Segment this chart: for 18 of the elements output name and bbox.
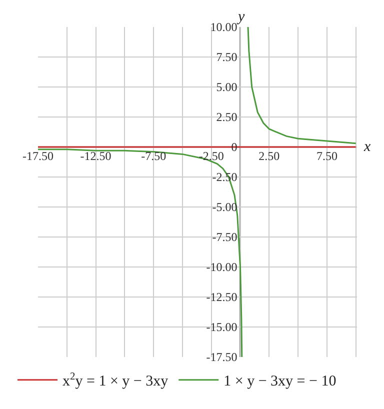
y-tick-label: -10.00 [206, 260, 238, 274]
y-tick-label: -17.50 [206, 350, 238, 364]
y-tick-label: 2.50 [216, 110, 238, 124]
y-tick-label: -15.00 [206, 320, 238, 334]
x-tick-label: -7.50 [141, 149, 166, 163]
y-tick-label: -7.50 [212, 230, 238, 244]
x-tick-label: 7.50 [316, 149, 338, 163]
y-tick-label: 10.00 [210, 20, 238, 34]
y-tick-label: 5.00 [216, 80, 238, 94]
x-tick-label: -12.50 [80, 149, 112, 163]
y-tick-label: 7.50 [216, 50, 238, 64]
legend-label: 1 × y − 3xy = − 10 [224, 374, 336, 390]
x-tick-label: -17.50 [22, 149, 54, 163]
x-axis-title: x [363, 139, 371, 155]
y-tick-label: -12.50 [206, 290, 238, 304]
y-axis-title: y [236, 9, 245, 25]
x-tick-label: 2.50 [258, 149, 280, 163]
legend-label: x$^{2}$y = 1 × y − 3xy [62, 371, 169, 390]
